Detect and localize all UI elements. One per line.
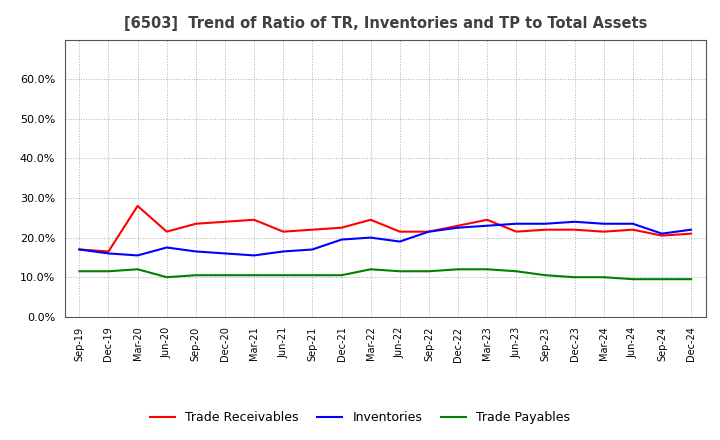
Line: Trade Receivables: Trade Receivables: [79, 206, 691, 251]
Trade Payables: [541, 272, 550, 278]
Inventories: [570, 219, 579, 224]
Inventories: [308, 247, 317, 252]
Trade Receivables: [425, 229, 433, 234]
Trade Receivables: [133, 203, 142, 209]
Inventories: [220, 251, 229, 256]
Inventories: [279, 249, 287, 254]
Trade Payables: [220, 272, 229, 278]
Trade Payables: [599, 275, 608, 280]
Inventories: [395, 239, 404, 244]
Inventories: [629, 221, 637, 226]
Trade Receivables: [541, 227, 550, 232]
Trade Receivables: [250, 217, 258, 222]
Trade Payables: [687, 276, 696, 282]
Trade Payables: [512, 268, 521, 274]
Trade Payables: [192, 272, 200, 278]
Trade Payables: [250, 272, 258, 278]
Trade Payables: [395, 268, 404, 274]
Inventories: [75, 247, 84, 252]
Trade Receivables: [163, 229, 171, 234]
Inventories: [192, 249, 200, 254]
Inventories: [512, 221, 521, 226]
Inventories: [337, 237, 346, 242]
Trade Receivables: [483, 217, 492, 222]
Trade Receivables: [192, 221, 200, 226]
Trade Payables: [454, 267, 462, 272]
Line: Trade Payables: Trade Payables: [79, 269, 691, 279]
Trade Receivables: [454, 223, 462, 228]
Trade Receivables: [279, 229, 287, 234]
Trade Payables: [425, 268, 433, 274]
Trade Receivables: [395, 229, 404, 234]
Inventories: [687, 227, 696, 232]
Trade Payables: [279, 272, 287, 278]
Inventories: [454, 225, 462, 231]
Trade Payables: [570, 275, 579, 280]
Trade Receivables: [570, 227, 579, 232]
Inventories: [657, 231, 666, 236]
Line: Inventories: Inventories: [79, 222, 691, 255]
Trade Payables: [163, 275, 171, 280]
Inventories: [541, 221, 550, 226]
Inventories: [366, 235, 375, 240]
Trade Receivables: [75, 247, 84, 252]
Inventories: [163, 245, 171, 250]
Trade Receivables: [104, 249, 113, 254]
Inventories: [599, 221, 608, 226]
Trade Receivables: [629, 227, 637, 232]
Inventories: [250, 253, 258, 258]
Title: [6503]  Trend of Ratio of TR, Inventories and TP to Total Assets: [6503] Trend of Ratio of TR, Inventories…: [124, 16, 647, 32]
Trade Payables: [629, 276, 637, 282]
Trade Payables: [75, 268, 84, 274]
Inventories: [483, 223, 492, 228]
Trade Payables: [657, 276, 666, 282]
Trade Payables: [133, 267, 142, 272]
Trade Receivables: [512, 229, 521, 234]
Trade Payables: [337, 272, 346, 278]
Trade Receivables: [220, 219, 229, 224]
Trade Receivables: [687, 231, 696, 236]
Trade Payables: [104, 268, 113, 274]
Trade Payables: [308, 272, 317, 278]
Trade Receivables: [366, 217, 375, 222]
Trade Receivables: [599, 229, 608, 234]
Trade Receivables: [308, 227, 317, 232]
Legend: Trade Receivables, Inventories, Trade Payables: Trade Receivables, Inventories, Trade Pa…: [145, 407, 575, 429]
Inventories: [425, 229, 433, 234]
Trade Receivables: [657, 233, 666, 238]
Trade Payables: [366, 267, 375, 272]
Inventories: [104, 251, 113, 256]
Trade Payables: [483, 267, 492, 272]
Inventories: [133, 253, 142, 258]
Trade Receivables: [337, 225, 346, 231]
